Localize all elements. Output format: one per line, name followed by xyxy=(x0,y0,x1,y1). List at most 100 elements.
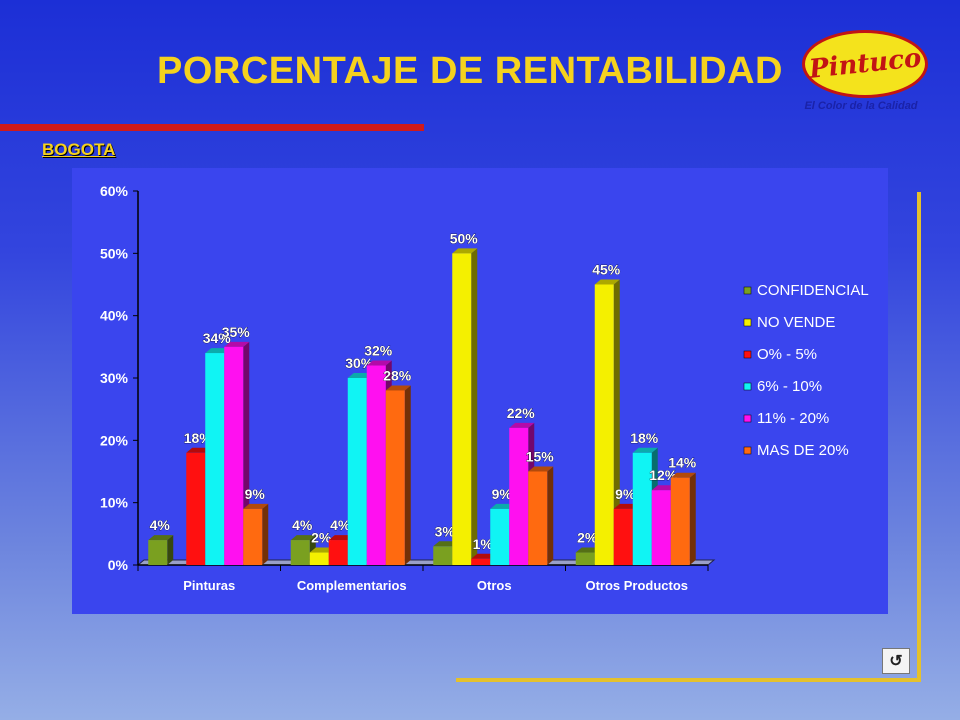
data-label: 35% xyxy=(222,324,251,340)
bar xyxy=(651,490,671,565)
bar-top xyxy=(243,503,269,509)
y-tick-label: 10% xyxy=(100,495,129,511)
bar-side xyxy=(404,385,411,565)
legend-swatch xyxy=(743,414,752,423)
bar-group xyxy=(385,385,411,565)
x-tick-label: Otros xyxy=(477,578,512,593)
bar xyxy=(594,284,614,565)
bar xyxy=(670,477,690,565)
bar-top xyxy=(433,541,459,547)
data-label: 4% xyxy=(150,517,171,533)
bar xyxy=(205,353,225,565)
legend-label: 11% - 20% xyxy=(757,410,829,427)
bar xyxy=(509,427,529,565)
bar xyxy=(347,378,367,565)
bar-top xyxy=(613,503,639,509)
legend-swatch xyxy=(743,446,752,455)
bar xyxy=(528,471,548,565)
bar xyxy=(385,390,405,565)
page-title: PORCENTAJE DE RENTABILIDAD xyxy=(157,50,783,92)
y-tick-label: 0% xyxy=(108,557,129,573)
bar-top xyxy=(309,547,335,553)
bar xyxy=(366,365,386,565)
bar-top xyxy=(651,485,677,491)
bar-top xyxy=(452,248,478,254)
bar-side xyxy=(167,535,174,565)
legend-label: CONFIDENCIAL xyxy=(757,282,869,299)
bar xyxy=(490,508,510,565)
bar-top xyxy=(366,360,392,366)
data-label: 15% xyxy=(526,449,555,465)
bar xyxy=(575,552,595,565)
data-label: 2% xyxy=(311,530,332,546)
frame-bottom xyxy=(456,678,921,682)
y-tick-label: 20% xyxy=(100,432,129,448)
bar-group xyxy=(452,248,478,565)
bar-top xyxy=(509,422,535,428)
bar-side xyxy=(471,248,478,565)
bar xyxy=(186,452,206,565)
data-label: 9% xyxy=(615,486,636,502)
bar-top xyxy=(471,553,497,559)
bar xyxy=(452,253,472,565)
return-icon: ↺ xyxy=(889,653,903,670)
legend-swatch xyxy=(743,318,752,327)
bar-side xyxy=(547,466,554,565)
bar-top xyxy=(186,447,212,453)
data-label: 4% xyxy=(292,517,313,533)
data-label: 34% xyxy=(203,330,232,346)
legend-label: O% - 5% xyxy=(757,346,817,363)
legend-swatch xyxy=(743,286,752,295)
x-tick-label: Pinturas xyxy=(183,578,235,593)
bar-top xyxy=(148,535,174,541)
logo-wordmark: Pintuco xyxy=(807,43,923,85)
legend-label: NO VENDE xyxy=(757,314,835,331)
bar-side xyxy=(262,503,269,565)
bar-group xyxy=(148,535,174,565)
data-label: 28% xyxy=(383,367,412,383)
y-tick-label: 40% xyxy=(100,308,129,324)
logo-tagline: El Color de la Calidad xyxy=(804,100,918,112)
legend-swatch xyxy=(743,350,752,359)
bar-top xyxy=(347,373,373,378)
x-tick-label: Complementarios xyxy=(297,578,407,593)
return-button[interactable]: ↺ xyxy=(882,648,910,674)
data-label: 3% xyxy=(435,523,456,539)
data-label: 9% xyxy=(492,486,513,502)
bar-top xyxy=(490,503,516,509)
bar-top xyxy=(632,447,658,453)
bar-group xyxy=(243,503,269,565)
bar xyxy=(433,546,453,565)
y-tick-label: 30% xyxy=(100,370,129,386)
legend-label: MAS DE 20% xyxy=(757,442,849,459)
bar-top xyxy=(594,279,620,285)
bar xyxy=(613,508,633,565)
bar-group xyxy=(670,472,696,565)
x-tick-label: Otros Productos xyxy=(585,578,688,593)
bar xyxy=(148,540,168,565)
y-tick-label: 60% xyxy=(100,183,129,199)
bar xyxy=(471,558,491,565)
bar-top xyxy=(290,535,316,541)
bar-chart: 0% 10% 20% 30% 40% 50% 60% Pinturas 4% 18% 34%35% 9… xyxy=(100,183,869,593)
data-label: 18% xyxy=(630,430,659,446)
data-label: 50% xyxy=(450,230,479,246)
data-label: 14% xyxy=(668,455,697,471)
brand-logo: Pintuco xyxy=(802,30,928,98)
data-label: 32% xyxy=(364,343,393,359)
bar xyxy=(290,540,310,565)
bar xyxy=(328,540,348,565)
bar-top xyxy=(385,385,411,391)
data-label: 1% xyxy=(473,536,494,552)
legend-label: 6% - 10% xyxy=(757,378,822,395)
data-label: 22% xyxy=(507,405,536,421)
frame-right xyxy=(917,192,921,682)
bar xyxy=(632,452,652,565)
data-label: 45% xyxy=(592,262,621,278)
bar-group xyxy=(528,466,554,565)
y-tick-label: 50% xyxy=(100,245,129,261)
data-label: 4% xyxy=(330,517,351,533)
bar-group xyxy=(594,279,620,565)
bar-side xyxy=(613,279,620,565)
bar-top xyxy=(224,341,250,347)
